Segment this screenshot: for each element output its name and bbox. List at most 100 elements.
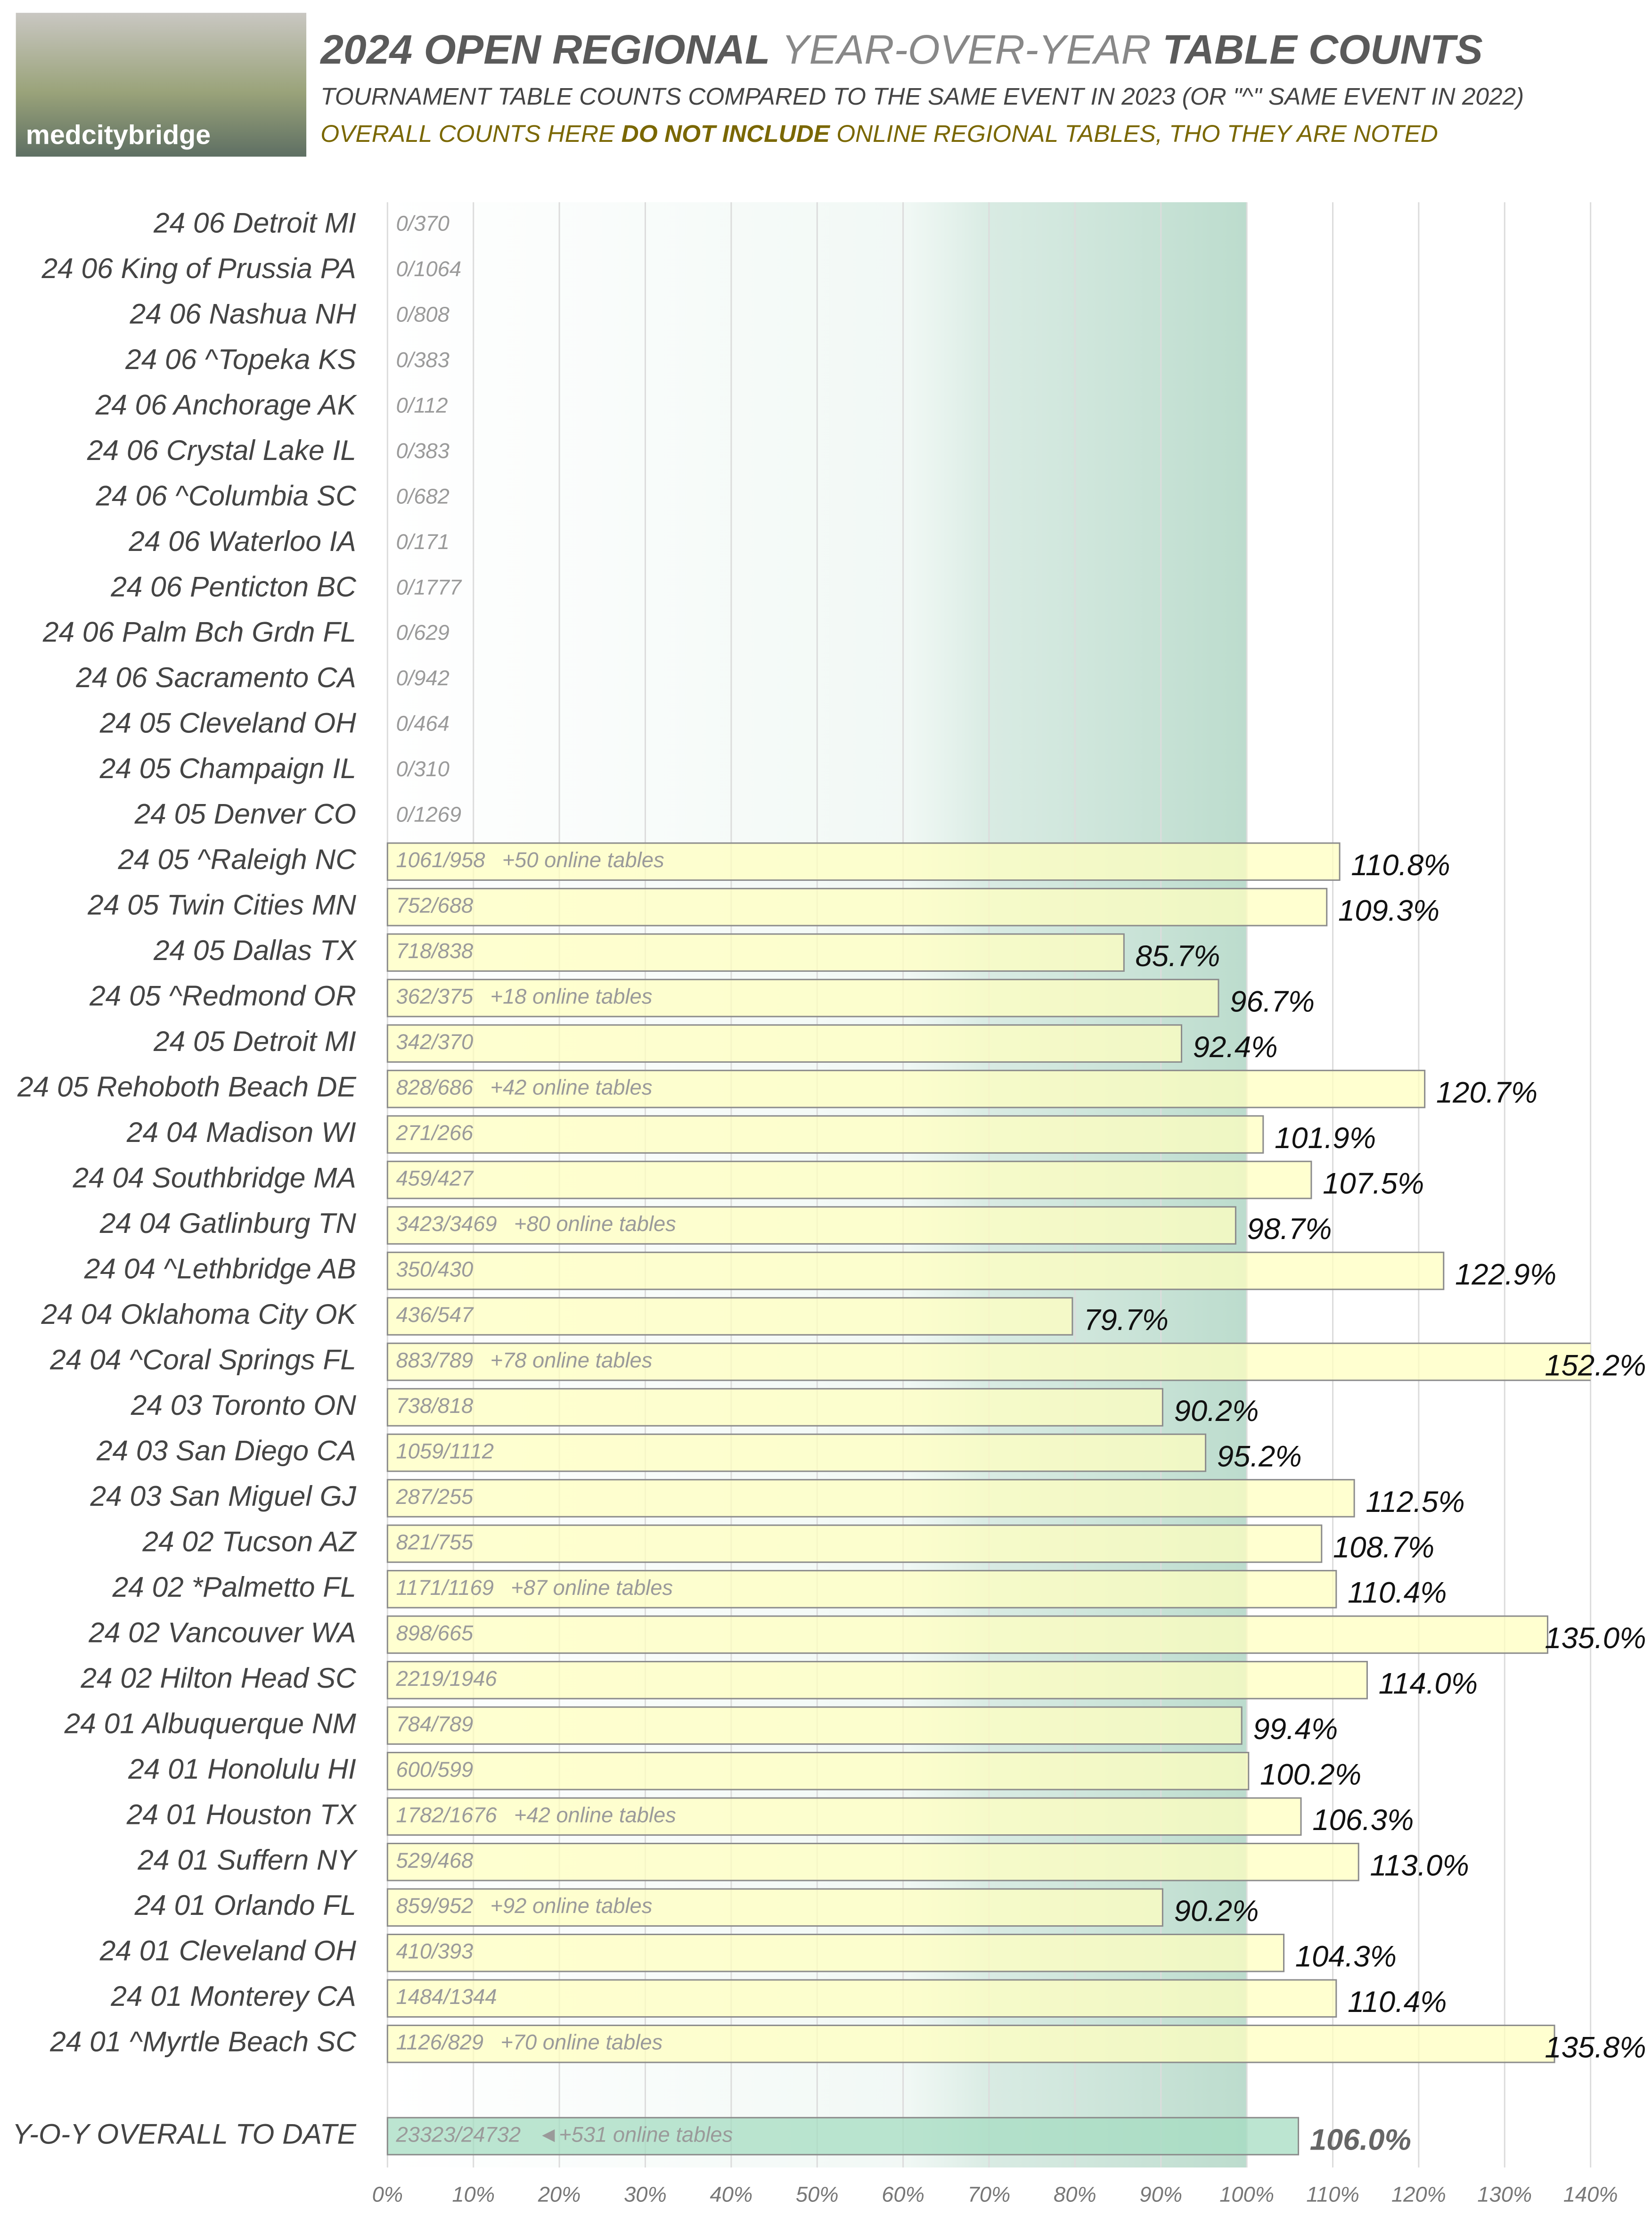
bar <box>386 1570 1337 1609</box>
bar <box>386 1251 1445 1290</box>
count-label: 738/818 <box>396 1394 473 1418</box>
value-label: 101.9% <box>1275 1122 1376 1155</box>
y-tick-label: 24 06 Nashua NH <box>130 297 357 329</box>
count-label: 529/468 <box>396 1848 473 1872</box>
x-tick-label: 40% <box>710 2182 752 2206</box>
y-tick-label: 24 06 Anchorage AK <box>95 388 358 420</box>
bar <box>386 1206 1236 1245</box>
bar <box>386 1069 1426 1108</box>
total-label: Y-O-Y OVERALL TO DATE <box>12 2118 356 2150</box>
value-label: 109.3% <box>1338 895 1439 928</box>
value-label: 110.4% <box>1348 1986 1447 2019</box>
bar <box>386 1706 1243 1745</box>
online-note: +42 online tables <box>514 1803 676 1827</box>
y-tick-label: 24 04 ^Coral Springs FL <box>49 1343 356 1375</box>
count-label: 0/464 <box>396 712 449 736</box>
value-label: 135.0% <box>1545 1622 1646 1655</box>
y-tick-label: 24 06 ^Columbia SC <box>96 479 357 511</box>
count-label: 1171/1169 <box>396 1576 493 1600</box>
x-tick-label: 80% <box>1054 2182 1096 2206</box>
note: OVERALL COUNTS HERE DO NOT INCLUDE ONLIN… <box>320 120 1438 147</box>
x-tick-label: 30% <box>624 2182 667 2206</box>
y-tick-label: 24 05 Denver CO <box>134 798 356 830</box>
count-label: 0/942 <box>396 666 449 690</box>
bar <box>386 1342 1591 1381</box>
value-label: 135.8% <box>1545 2031 1646 2064</box>
y-tick-label: 24 04 ^Lethbridge AB <box>84 1252 356 1284</box>
value-label: 99.4% <box>1253 1713 1338 1746</box>
x-tick-label: 0% <box>372 2182 403 2206</box>
count-label: 828/686 <box>396 1075 474 1100</box>
y-tick-label: 24 03 Toronto ON <box>131 1389 356 1421</box>
y-tick-label: 24 05 Twin Cities MN <box>87 889 356 921</box>
y-tick-label: 24 06 ^Topeka KS <box>125 343 356 375</box>
x-tick-label: 50% <box>796 2182 839 2206</box>
count-label: 410/393 <box>396 1939 473 1963</box>
y-tick-label: 24 03 San Miguel GJ <box>90 1480 357 1512</box>
count-label: 898/665 <box>396 1621 474 1645</box>
x-tick-label: 140% <box>1563 2182 1618 2206</box>
y-tick-label: 24 05 ^Redmond OR <box>89 980 356 1012</box>
y-tick-label: 24 06 Palm Bch Grdn FL <box>42 616 356 648</box>
x-tick-label: 70% <box>968 2182 1011 2206</box>
y-tick-label: 24 06 Penticton BC <box>110 570 356 602</box>
x-tick-label: 130% <box>1477 2182 1532 2206</box>
bar <box>386 1388 1163 1427</box>
bar <box>386 933 1125 972</box>
y-tick-label: 24 06 Crystal Lake IL <box>87 434 356 466</box>
count-label: 1059/1112 <box>396 1439 493 1463</box>
x-tick-label: 10% <box>452 2182 495 2206</box>
bar <box>386 1479 1355 1518</box>
bar <box>386 1615 1548 1654</box>
value-label: 85.7% <box>1135 940 1220 973</box>
y-tick-label: 24 01 Cleveland OH <box>99 1935 356 1967</box>
title-part: YEAR-OVER-YEAR <box>782 26 1151 73</box>
count-label: 0/171 <box>396 530 449 554</box>
online-note: ◄+531 online tables <box>538 2122 733 2146</box>
x-tick-label: 120% <box>1391 2182 1446 2206</box>
y-tick-label: 24 05 ^Raleigh NC <box>118 843 357 875</box>
value-label: 90.2% <box>1174 1395 1259 1428</box>
title-part: 2024 OPEN REGIONAL <box>319 26 770 73</box>
y-tick-label: 24 02 *Palmetto FL <box>112 1571 356 1603</box>
y-tick-label: 24 05 Cleveland OH <box>99 707 356 739</box>
value-label: 79.7% <box>1084 1304 1169 1337</box>
value-label: 104.3% <box>1295 1940 1397 1973</box>
online-note: +92 online tables <box>491 1894 653 1918</box>
bar <box>386 1797 1302 1836</box>
y-tick-label: 24 04 Southbridge MA <box>73 1162 356 1194</box>
count-label: 0/682 <box>396 484 449 508</box>
y-tick-label: 24 04 Gatlinburg TN <box>99 1207 356 1239</box>
note-part: ONLINE REGIONAL TABLES, THO THEY ARE NOT… <box>836 120 1438 147</box>
x-tick-label: 20% <box>538 2182 581 2206</box>
count-label: 342/370 <box>396 1030 473 1054</box>
note-part: OVERALL COUNTS HERE <box>320 120 615 147</box>
bar <box>386 1115 1264 1154</box>
y-tick-label: 24 06 Detroit MI <box>153 206 356 238</box>
count-label: 0/370 <box>396 211 449 235</box>
count-label: 2219/1946 <box>395 1667 497 1691</box>
value-label: 90.2% <box>1174 1895 1259 1928</box>
y-tick-label: 24 05 Rehoboth Beach DE <box>17 1071 357 1103</box>
chart-title: 2024 OPEN REGIONAL YEAR-OVER-YEAR TABLE … <box>319 26 1482 73</box>
count-label: 718/838 <box>396 939 473 963</box>
value-label: 122.9% <box>1455 1258 1556 1291</box>
value-label: 152.2% <box>1545 1349 1646 1382</box>
y-tick-label: 24 06 King of Prussia PA <box>41 252 356 284</box>
y-tick-label: 24 06 Waterloo IA <box>128 525 356 557</box>
value-label: 92.4% <box>1193 1031 1278 1064</box>
y-tick-label: 24 01 ^Myrtle Beach SC <box>49 2026 356 2058</box>
value-label: 100.2% <box>1260 1758 1361 1791</box>
y-tick-label: 24 04 Madison WI <box>126 1116 356 1148</box>
bar <box>386 2117 1300 2156</box>
count-label: 0/112 <box>396 393 448 417</box>
bar <box>386 1160 1312 1199</box>
count-label: 1061/958 <box>396 848 485 872</box>
online-note: +70 online tables <box>500 2030 662 2054</box>
count-label: 362/375 <box>396 985 474 1009</box>
bar <box>386 887 1328 927</box>
count-label: 287/255 <box>395 1485 474 1509</box>
value-label: 96.7% <box>1230 985 1315 1018</box>
note-part: DO NOT INCLUDE <box>622 120 831 147</box>
